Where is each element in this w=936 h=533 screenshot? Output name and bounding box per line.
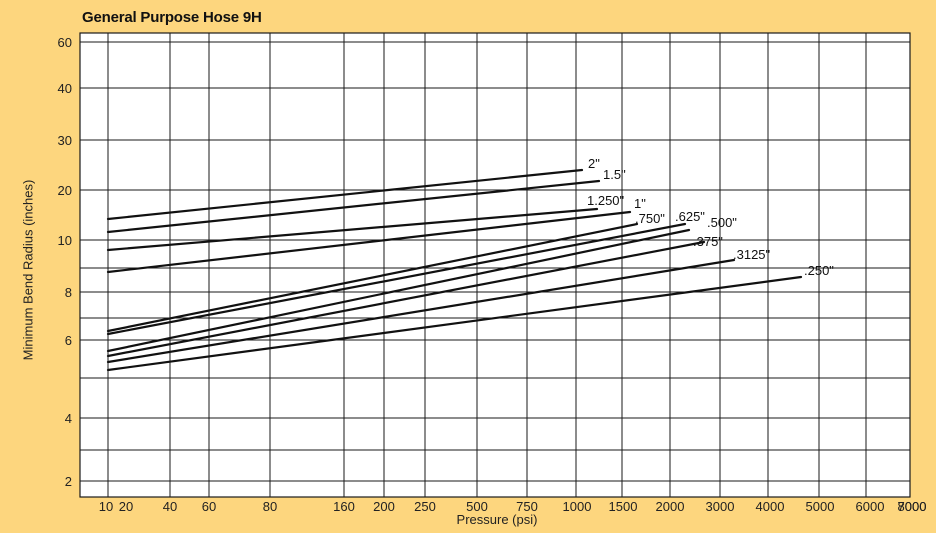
x-tick-label: 1500 bbox=[609, 499, 638, 514]
x-tick-label: 20 bbox=[119, 499, 133, 514]
x-tick-label: 5000 bbox=[806, 499, 835, 514]
chart-title: General Purpose Hose 9H bbox=[82, 9, 262, 26]
series-label: 1.5" bbox=[603, 167, 626, 182]
plot-background bbox=[80, 33, 910, 497]
series-label: .500" bbox=[707, 215, 737, 230]
y-tick-label: 40 bbox=[58, 81, 72, 96]
series-line bbox=[106, 222, 687, 336]
x-tick-label: 40 bbox=[163, 499, 177, 514]
x-tick-label: 10 bbox=[99, 499, 113, 514]
x-tick-label: 2000 bbox=[656, 499, 685, 514]
series-label: 2" bbox=[588, 156, 600, 171]
series-line bbox=[106, 240, 706, 358]
x-tick-label: 200 bbox=[373, 499, 395, 514]
plot-frame bbox=[79, 32, 911, 498]
series-label: 1.250" bbox=[587, 193, 625, 208]
y-tick-label: 8 bbox=[65, 285, 72, 300]
series-line bbox=[106, 179, 601, 234]
y-tick-label: 60 bbox=[58, 35, 72, 50]
x-tick-label: 6000 bbox=[856, 499, 885, 514]
series-line bbox=[106, 275, 803, 372]
x-tick-label: 3000 bbox=[706, 499, 735, 514]
x-tick-label: 4000 bbox=[756, 499, 785, 514]
y-tick-label: 30 bbox=[58, 133, 72, 148]
series-label: .250" bbox=[804, 263, 834, 278]
series-label: .750" bbox=[635, 211, 665, 226]
series-line bbox=[106, 228, 691, 353]
series-line bbox=[106, 168, 584, 221]
x-tick-label: 500 bbox=[466, 499, 488, 514]
y-tick-label: 6 bbox=[65, 333, 72, 348]
series-line bbox=[106, 210, 632, 274]
x-tick-label: 750 bbox=[516, 499, 538, 514]
x-tick-label: 250 bbox=[414, 499, 436, 514]
y-tick-label: 20 bbox=[58, 183, 72, 198]
x-axis-label: Pressure (psi) bbox=[456, 512, 538, 527]
series-label: .3125" bbox=[733, 247, 771, 262]
x-tick-label: 160 bbox=[333, 499, 355, 514]
y-tick-label: 10 bbox=[58, 233, 72, 248]
x-tick-label: 80 bbox=[263, 499, 277, 514]
x-tick-label: 8000 bbox=[898, 499, 927, 514]
y-tick-label: 2 bbox=[65, 474, 72, 489]
x-tick-label: 7000 bbox=[898, 499, 927, 514]
y-tick-label: 4 bbox=[65, 411, 72, 426]
series-line bbox=[106, 222, 639, 333]
x-tick-label: 1000 bbox=[563, 499, 592, 514]
series-line bbox=[106, 207, 599, 252]
series-label: .625" bbox=[675, 209, 705, 224]
x-tick-label: 60 bbox=[202, 499, 216, 514]
series-label: .375" bbox=[693, 234, 723, 249]
series-line bbox=[106, 258, 736, 364]
series-label: 1" bbox=[634, 196, 646, 211]
